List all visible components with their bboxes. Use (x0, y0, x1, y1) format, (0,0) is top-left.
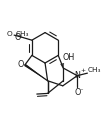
Text: +: + (80, 68, 86, 73)
Text: O: O (7, 31, 13, 37)
Text: CH₃: CH₃ (15, 32, 29, 37)
Text: O: O (18, 60, 24, 69)
Text: OH: OH (63, 53, 75, 62)
Text: O: O (74, 88, 80, 97)
Polygon shape (24, 64, 48, 81)
Text: N: N (74, 71, 80, 80)
Text: CH₃: CH₃ (88, 67, 102, 72)
Text: ⁻: ⁻ (80, 88, 84, 94)
Text: O: O (14, 33, 20, 41)
